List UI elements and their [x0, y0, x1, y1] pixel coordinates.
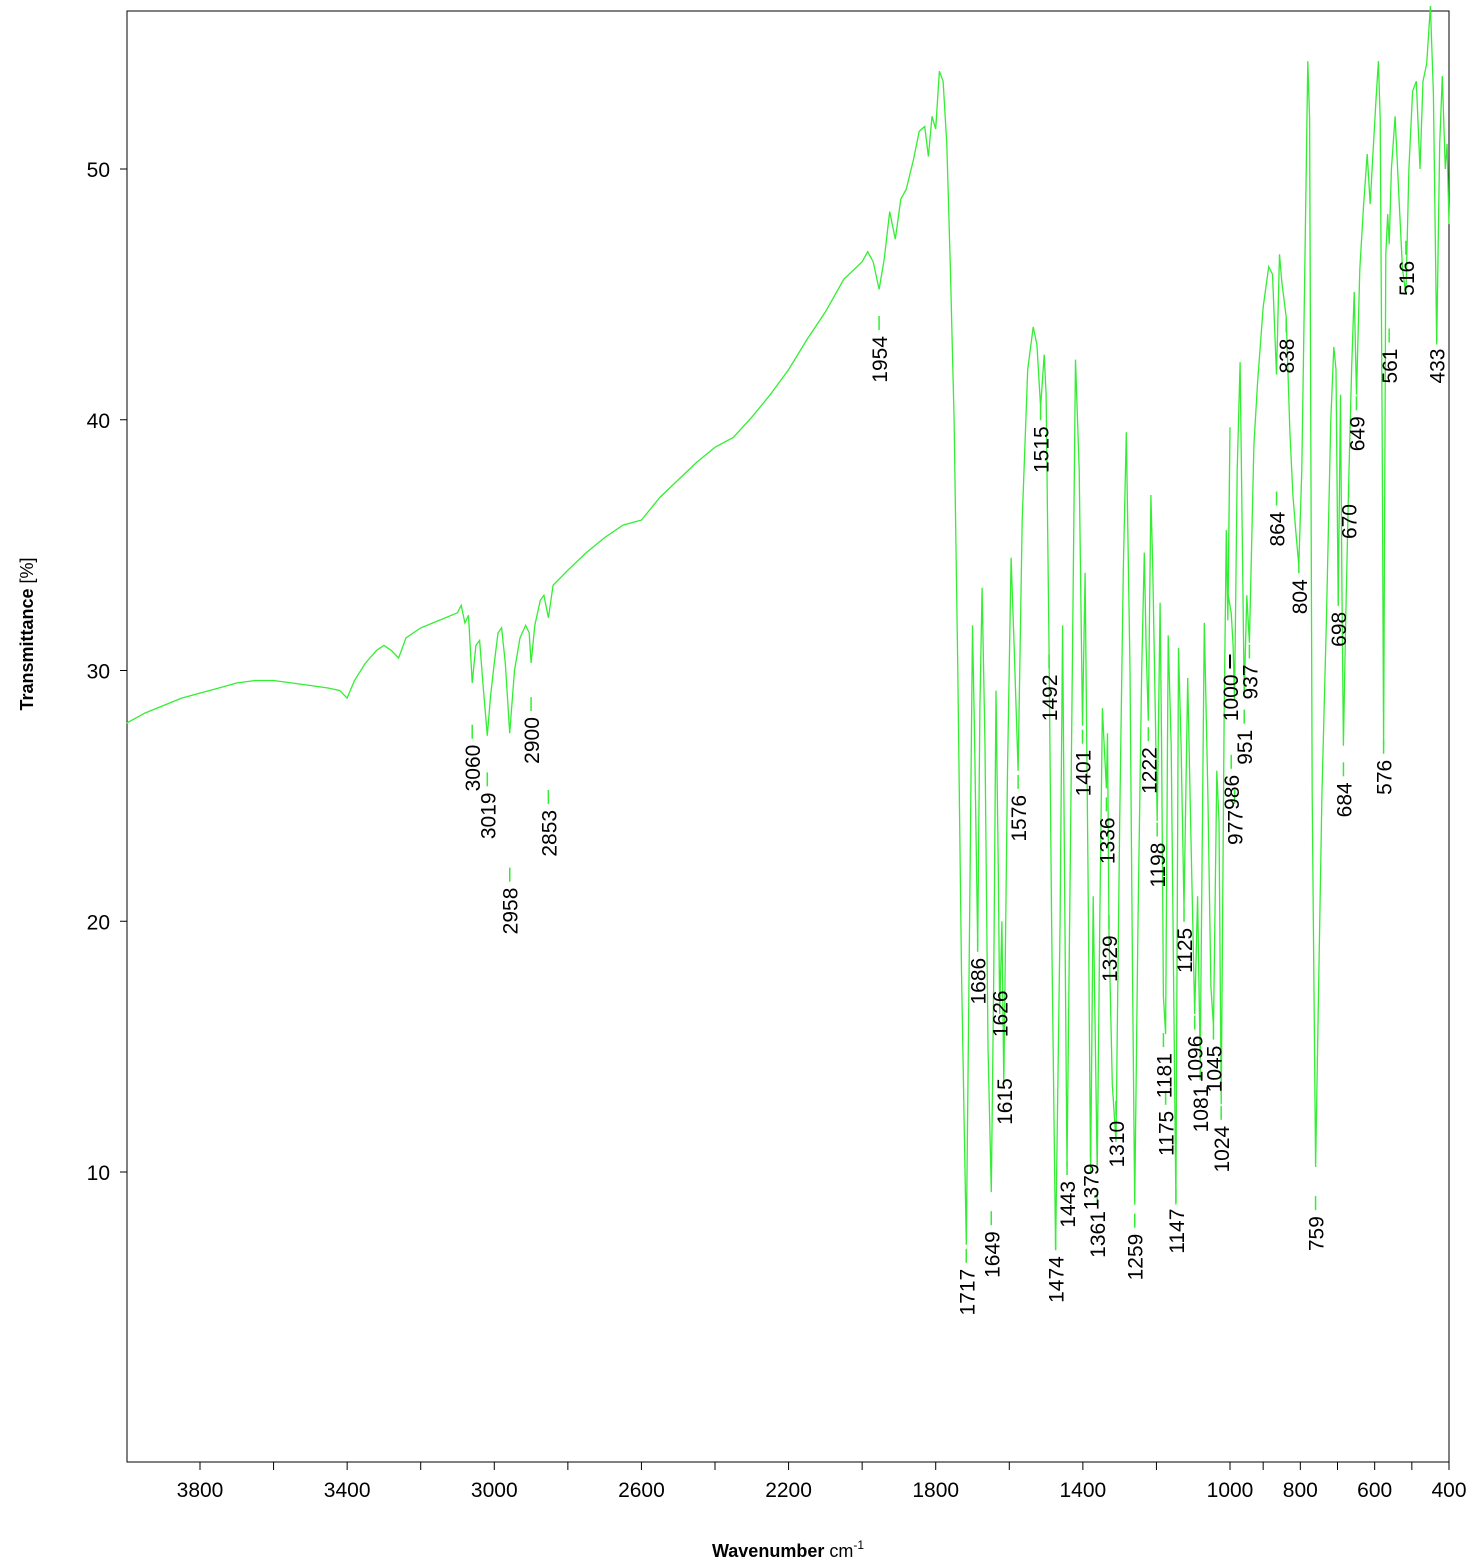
x-tick-label: 2200	[765, 1479, 812, 1502]
x-tick-label: 1000	[1207, 1479, 1254, 1502]
peak-label: 986	[1221, 775, 1244, 810]
spectrum-line	[126, 5, 1450, 1250]
peak-label: 1492	[1039, 675, 1062, 722]
peak-label: 1515	[1031, 426, 1054, 473]
peak-label: 937	[1239, 665, 1262, 700]
x-tick-label: 3800	[177, 1479, 224, 1502]
peak-label: 1615	[994, 1078, 1017, 1125]
x-tick-label: 3000	[471, 1479, 518, 1502]
peak-label: 1000	[1220, 675, 1243, 722]
y-axis-title: Transmittance [%]	[17, 557, 37, 710]
peak-label: 1198	[1147, 843, 1170, 888]
peak-markers	[471, 240, 1438, 1263]
x-tick-label: 600	[1357, 1479, 1392, 1502]
x-tick-label: 800	[1283, 1479, 1318, 1502]
peak-label: 1045	[1204, 1046, 1227, 1093]
peak-label: 1954	[869, 336, 892, 383]
plot-frame	[126, 10, 1450, 1463]
x-axis: 3800 3400 3000 2600 2200 1800 1400 1000 800 600 40…	[177, 1462, 1467, 1502]
peak-label: 1081	[1190, 1086, 1213, 1133]
x-axis-title: Wavenumber cm-1	[712, 1538, 864, 1561]
peak-label: 1310	[1106, 1121, 1129, 1168]
x-tick-label: 1800	[912, 1479, 959, 1502]
y-tick-label: 30	[87, 661, 110, 684]
x-tick-label: 1400	[1060, 1479, 1107, 1502]
peak-label: 1626	[990, 990, 1013, 1037]
peak-label: 1686	[968, 958, 991, 1005]
peak-label: 1649	[981, 1231, 1004, 1278]
peak-label: 1175	[1156, 1111, 1179, 1156]
peak-label: 1181	[1153, 1053, 1176, 1098]
peak-label: 516	[1396, 261, 1419, 296]
x-tick-label: 400	[1431, 1479, 1466, 1502]
peak-label: 3060	[462, 745, 485, 792]
y-tick-label: 50	[87, 159, 110, 182]
peak-label: 2900	[521, 717, 544, 764]
peak-label: 1336	[1096, 817, 1119, 864]
peak-label: 2958	[500, 888, 523, 935]
peak-label: 1259	[1125, 1234, 1148, 1281]
peak-label: 977	[1225, 810, 1248, 845]
peak-label: 576	[1374, 760, 1397, 795]
peak-label: 1401	[1073, 750, 1096, 797]
peak-label: 1576	[1008, 795, 1031, 842]
peak-label: 1125	[1174, 928, 1197, 973]
peak-label: 1096	[1185, 1036, 1208, 1083]
peak-label: 759	[1306, 1216, 1329, 1251]
y-axis: 10 20 30 40 50	[87, 159, 127, 1185]
y-tick-label: 10	[87, 1162, 110, 1185]
y-tick-label: 20	[87, 911, 110, 934]
x-tick-label: 2600	[618, 1479, 665, 1502]
peak-label: 1329	[1099, 935, 1122, 982]
peak-label: 1474	[1046, 1256, 1069, 1303]
peak-label: 838	[1276, 339, 1299, 374]
peak-label: 1379	[1081, 1164, 1104, 1211]
peak-label: 864	[1267, 511, 1290, 546]
peak-label: 433	[1427, 349, 1450, 384]
peak-label: 698	[1328, 612, 1351, 647]
peak-label: 3019	[477, 792, 500, 839]
peak-label: 951	[1234, 730, 1257, 765]
peak-label: 649	[1347, 416, 1370, 451]
peak-label: 1361	[1087, 1211, 1110, 1258]
peak-label: 1717	[956, 1269, 979, 1316]
peak-label: 684	[1333, 782, 1356, 817]
y-tick-label: 40	[87, 410, 110, 433]
peak-label: 1222	[1138, 747, 1161, 794]
peak-label: 670	[1339, 504, 1362, 539]
peak-label: 2853	[538, 810, 561, 857]
peak-label: 804	[1289, 579, 1312, 614]
peak-label: 1024	[1211, 1125, 1234, 1172]
peak-label: 561	[1379, 349, 1402, 384]
x-tick-label: 3400	[324, 1479, 371, 1502]
peak-label: 1443	[1057, 1181, 1080, 1228]
peak-label: 1147	[1166, 1209, 1189, 1254]
